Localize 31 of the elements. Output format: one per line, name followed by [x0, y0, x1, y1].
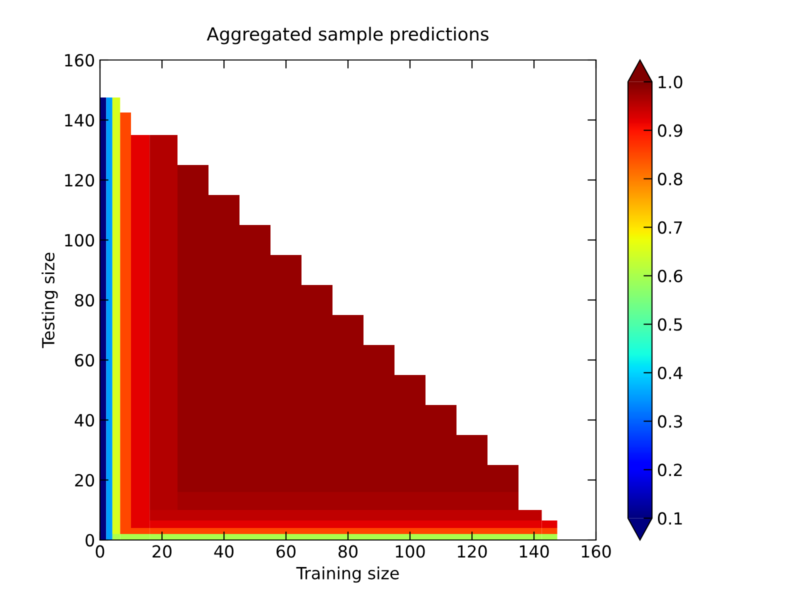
x-tick-label: 120	[458, 545, 487, 558]
x-axis-title: Training size	[296, 566, 399, 583]
color-bar-label: 0.5	[658, 318, 682, 331]
color-bar-label: 0.7	[658, 221, 682, 234]
color-bar-label: 0.2	[658, 464, 682, 476]
y-tick-label: 140	[65, 114, 94, 127]
color-bar-label: 1.0	[658, 76, 682, 88]
y-axis-title: Testing size	[42, 252, 58, 348]
color-bar-label: 0.6	[658, 270, 682, 282]
x-tick-label: 60	[276, 545, 296, 558]
color-bar-label: 0.4	[658, 366, 682, 380]
y-tick-label: 0	[86, 534, 94, 547]
color-bar-label: 0.8	[658, 172, 682, 186]
y-tick-label: 60	[75, 354, 94, 367]
y-tick-label: 160	[65, 54, 94, 67]
y-tick-label: 120	[65, 174, 94, 187]
x-tick-label: 40	[214, 545, 234, 558]
color-bar-label: 0.9	[658, 124, 682, 137]
x-tick-label: 80	[338, 545, 358, 558]
y-tick-label: 80	[75, 294, 94, 307]
y-tick-label: 40	[74, 414, 94, 427]
x-tick-label: 0	[96, 545, 104, 558]
color-bar-label: 0.1	[658, 512, 682, 525]
chart-title: Aggregated sample predictions	[206, 26, 488, 44]
y-tick-label: 100	[65, 234, 94, 247]
x-tick-label: 100	[396, 545, 425, 558]
y-tick-label: 20	[75, 474, 94, 487]
x-tick-label: 140	[520, 545, 549, 558]
x-tick-label: 160	[582, 545, 611, 558]
x-tick-label: 20	[152, 545, 172, 558]
color-bar-label: 0.3	[658, 415, 682, 428]
